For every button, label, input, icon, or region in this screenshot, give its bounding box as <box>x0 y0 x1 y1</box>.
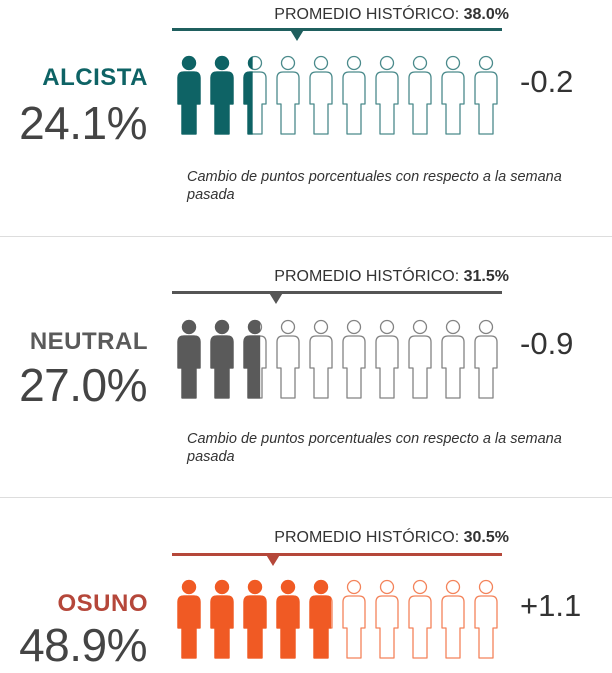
person-icon <box>441 55 465 135</box>
person-icon <box>441 319 465 399</box>
bullish-section: PROMEDIO HISTÓRICO: 38.0% ALCISTA 24.1% … <box>0 0 612 236</box>
sentiment-percentage: 48.9% <box>19 619 147 671</box>
sentiment-name: ALCISTA <box>42 64 148 91</box>
person-icon <box>177 579 201 659</box>
historical-average-marker <box>267 291 284 304</box>
person-icon <box>177 319 201 399</box>
person-icon <box>375 579 399 659</box>
person-icon <box>342 319 366 399</box>
weekly-change: -0.9 <box>520 326 574 361</box>
person-icon <box>243 319 267 399</box>
historical-average-marker <box>289 28 306 41</box>
person-icon <box>474 579 498 659</box>
person-icon <box>210 55 234 135</box>
person-icon <box>408 579 432 659</box>
person-icon <box>276 55 300 135</box>
historical-average-label: PROMEDIO HISTÓRICO: 31.5% <box>274 268 509 285</box>
person-icon <box>474 55 498 135</box>
weekly-change: -0.2 <box>520 64 574 99</box>
sentiment-name: NEUTRAL <box>29 328 148 355</box>
person-icon <box>309 55 333 135</box>
person-icon <box>342 579 366 659</box>
section-divider <box>0 236 612 237</box>
change-note: Cambio de puntos porcentuales con respec… <box>187 431 562 465</box>
section-divider <box>0 497 612 498</box>
person-icon <box>474 319 498 399</box>
person-icon <box>210 319 234 399</box>
weekly-change: +1.1 <box>520 588 582 623</box>
sentiment-percentage: 27.0% <box>19 359 147 411</box>
person-icon <box>342 55 366 135</box>
historical-average-line <box>172 553 502 556</box>
neutral-section: PROMEDIO HISTÓRICO: 31.5% NEUTRAL 27.0% … <box>0 236 612 498</box>
person-icon <box>309 319 333 399</box>
person-icon <box>276 579 300 659</box>
bearish-section: PROMEDIO HISTÓRICO: 30.5% OSUNO 48.9% +1… <box>0 498 612 673</box>
person-icon <box>210 579 234 659</box>
historical-average-label: PROMEDIO HISTÓRICO: 38.0% <box>274 6 509 23</box>
sentiment-name: OSUNO <box>57 590 148 617</box>
person-icon <box>309 579 333 659</box>
person-icon <box>441 579 465 659</box>
pictogram-neutral <box>177 319 498 399</box>
change-note: Cambio de puntos porcentuales con respec… <box>187 169 562 203</box>
person-icon <box>408 55 432 135</box>
sentiment-percentage: 24.1% <box>19 97 147 149</box>
person-icon <box>375 319 399 399</box>
person-icon <box>276 319 300 399</box>
historical-average-marker <box>264 553 281 566</box>
historical-average-line <box>172 291 502 294</box>
person-icon <box>243 579 267 659</box>
person-icon <box>375 55 399 135</box>
pictogram-bullish <box>177 55 498 135</box>
person-icon <box>243 55 267 135</box>
person-icon <box>408 319 432 399</box>
person-icon <box>177 55 201 135</box>
pictogram-bearish <box>177 579 498 659</box>
historical-average-line <box>172 28 502 31</box>
historical-average-label: PROMEDIO HISTÓRICO: 30.5% <box>274 529 509 546</box>
